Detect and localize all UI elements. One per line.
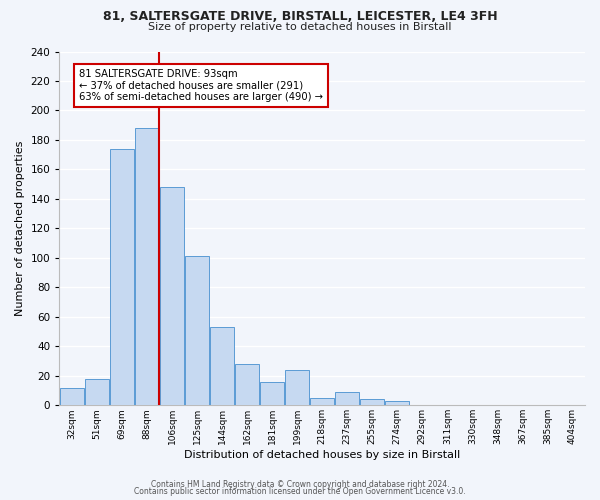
Bar xyxy=(361,400,384,406)
Bar xyxy=(185,256,209,406)
Bar xyxy=(210,327,234,406)
Bar xyxy=(385,401,409,406)
Y-axis label: Number of detached properties: Number of detached properties xyxy=(15,140,25,316)
Text: Contains HM Land Registry data © Crown copyright and database right 2024.: Contains HM Land Registry data © Crown c… xyxy=(151,480,449,489)
Bar xyxy=(310,398,334,406)
Bar xyxy=(60,388,84,406)
Bar xyxy=(160,187,184,406)
Text: Contains public sector information licensed under the Open Government Licence v3: Contains public sector information licen… xyxy=(134,487,466,496)
Bar xyxy=(235,364,259,406)
Bar xyxy=(260,382,284,406)
Bar xyxy=(110,149,134,406)
X-axis label: Distribution of detached houses by size in Birstall: Distribution of detached houses by size … xyxy=(184,450,460,460)
Bar xyxy=(135,128,159,406)
Text: 81, SALTERSGATE DRIVE, BIRSTALL, LEICESTER, LE4 3FH: 81, SALTERSGATE DRIVE, BIRSTALL, LEICEST… xyxy=(103,10,497,23)
Text: Size of property relative to detached houses in Birstall: Size of property relative to detached ho… xyxy=(148,22,452,32)
Text: 81 SALTERSGATE DRIVE: 93sqm
← 37% of detached houses are smaller (291)
63% of se: 81 SALTERSGATE DRIVE: 93sqm ← 37% of det… xyxy=(79,69,323,102)
Bar xyxy=(85,379,109,406)
Bar xyxy=(335,392,359,406)
Bar xyxy=(285,370,309,406)
